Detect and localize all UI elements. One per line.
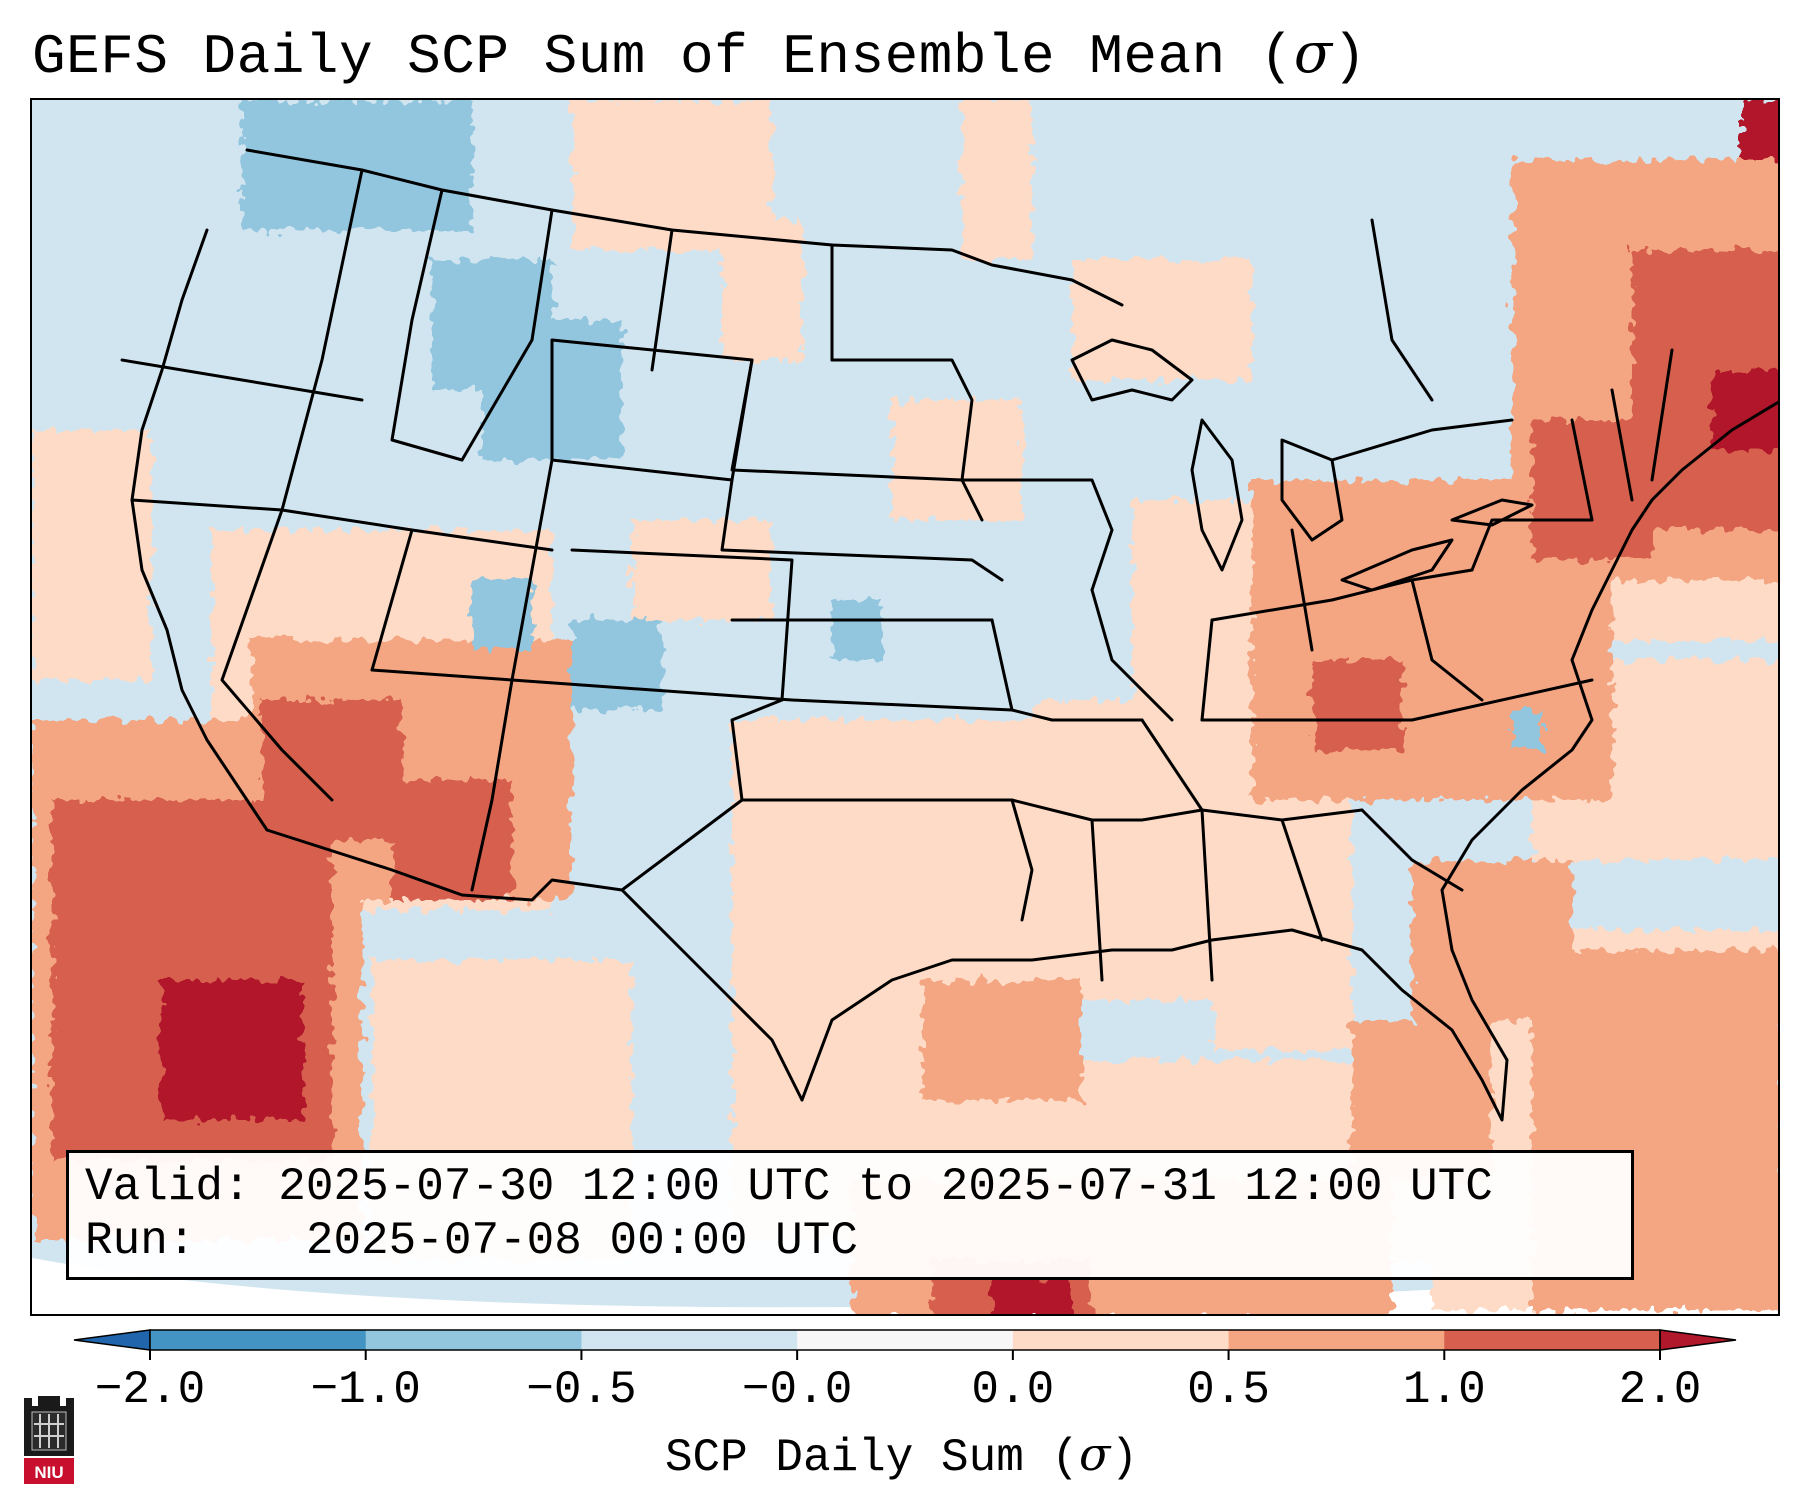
colorbar-tick-label: 0.0 [971,1364,1055,1416]
lake-huron [1280,438,1344,542]
colorbar-segment [1228,1330,1445,1350]
title-suffix: ) [1332,25,1367,89]
colorbar-label-sigma: σ [1079,1427,1111,1481]
colorbar-segment [150,1330,367,1350]
colorbar-tick-label: −0.0 [741,1364,853,1416]
colorbar-label-suffix: ) [1110,1432,1139,1484]
chart-title: GEFS Daily SCP Sum of Ensemble Mean (σ) [32,21,1367,90]
title-sigma-symbol: σ [1293,21,1333,86]
info-box: Valid: 2025-07-30 12:00 UTC to 2025-07-3… [66,1150,1634,1280]
colorbar [73,1329,1737,1360]
colorbar-segment [1444,1330,1661,1350]
gulf-coastline [800,928,1509,1122]
boundaries [120,148,1778,1122]
colorbar-segment [365,1330,582,1350]
west-coastline [130,228,269,832]
colorbar-label: SCP Daily Sum (σ) [0,1428,1803,1484]
lake-erie [1340,538,1454,592]
colorbar-extend-high [1659,1329,1737,1351]
east-coastline [1440,400,1778,952]
colorbar-outline [149,1329,1661,1351]
niu-logo: NIU [18,1392,80,1490]
colorbar-tick-label: 1.0 [1402,1364,1486,1416]
colorbar-tick-label: −0.5 [526,1364,637,1416]
run-line: Run: 2025-07-08 00:00 UTC [85,1215,858,1267]
run-text: 2025-07-08 00:00 UTC [305,1215,858,1267]
lake-superior [1070,338,1194,402]
colorbar-segment [797,1330,1014,1350]
colorbar-tick-label: −2.0 [94,1364,206,1416]
valid-text: 2025-07-30 12:00 UTC to 2025-07-31 12:00… [278,1161,1493,1213]
colorbar-tick-label: 2.0 [1618,1364,1702,1416]
lake-ontario [1450,498,1534,527]
map-svg [32,100,1778,1314]
run-label: Run: [85,1215,196,1267]
logo-text: NIU [34,1463,63,1482]
colorbar-tick-label: −1.0 [310,1364,421,1416]
colorbar-segment [1012,1330,1230,1350]
state-line [280,168,364,512]
title-prefix: GEFS Daily SCP Sum of Ensemble Mean ( [32,25,1294,89]
colorbar-ticks [149,1350,1661,1360]
map-panel[interactable] [30,98,1780,1316]
colorbar-extend-low [73,1329,151,1351]
colorbar-segment [581,1330,798,1350]
colorbar-label-prefix: SCP Daily Sum ( [664,1432,1080,1484]
valid-label: Valid: [85,1161,251,1213]
lake-michigan [1190,418,1244,572]
colorbar-segments [73,1329,1737,1351]
us-canada-border [245,148,1124,307]
valid-line: Valid: 2025-07-30 12:00 UTC to 2025-07-3… [85,1161,1493,1213]
colorbar-tick-label: 0.5 [1187,1364,1270,1416]
